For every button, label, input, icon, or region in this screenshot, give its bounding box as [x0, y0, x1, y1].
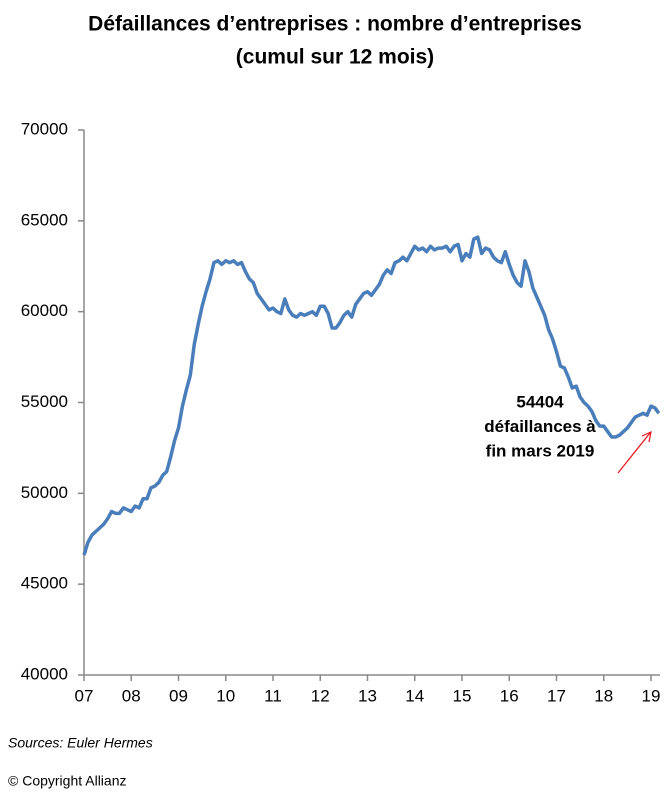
copyright: © Copyright Allianz	[8, 773, 126, 789]
x-tick-label: 13	[358, 686, 377, 705]
x-tick-label: 08	[122, 686, 141, 705]
x-tick-label: 11	[264, 686, 282, 705]
x-tick-label: 07	[75, 686, 94, 705]
x-tick-label: 14	[405, 686, 424, 705]
annotation: fin mars 2019	[486, 441, 595, 460]
annotation-arrowhead	[641, 430, 652, 443]
y-tick-label: 65000	[21, 210, 68, 229]
chart-title: (cumul sur 12 mois)	[236, 46, 434, 69]
y-tick-label: 70000	[21, 119, 68, 138]
x-tick-label: 09	[169, 686, 188, 705]
y-tick-label: 40000	[21, 664, 68, 683]
y-tick-label: 55000	[21, 392, 68, 411]
annotation: défaillances à	[484, 417, 596, 436]
chart-title: Défaillances d’entreprises : nombre d’en…	[88, 13, 582, 36]
annotation-arrow	[617, 432, 651, 474]
x-tick-label: 18	[594, 686, 613, 705]
x-tick-label: 15	[453, 686, 472, 705]
data-line	[82, 235, 661, 556]
y-tick-label: 45000	[21, 574, 68, 593]
y-tick-label: 50000	[21, 483, 68, 502]
x-tick-label: 16	[500, 686, 519, 705]
annotation: 54404	[516, 392, 564, 411]
x-tick-label: 17	[547, 686, 566, 705]
source: Sources: Euler Hermes	[8, 735, 153, 751]
x-tick-label: 12	[311, 686, 330, 705]
y-tick-label: 60000	[21, 301, 68, 320]
x-tick-label: 19	[642, 686, 661, 705]
x-tick-label: 10	[216, 686, 235, 705]
